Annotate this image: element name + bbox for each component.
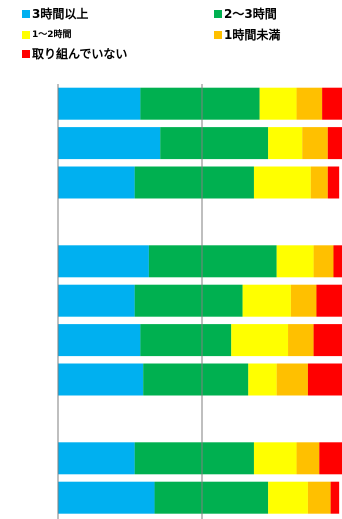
bar-segment-row6-series1 bbox=[58, 284, 135, 317]
bar-segment-row6-series4 bbox=[290, 284, 317, 317]
legend-swatch bbox=[214, 31, 222, 39]
bar-segment-row8-series1 bbox=[58, 363, 144, 396]
bar-segment-row3-series1 bbox=[58, 166, 135, 199]
bar-segment-row2-series5 bbox=[327, 127, 342, 160]
bar-segment-row10-series1 bbox=[58, 442, 135, 475]
bar-segment-row3-series3 bbox=[253, 166, 311, 199]
bar-segment-row11-series1 bbox=[58, 481, 155, 514]
bar-segment-row10-series2 bbox=[134, 442, 254, 475]
legend-label: 1時間未満 bbox=[224, 28, 281, 42]
bar-segment-row2-series4 bbox=[302, 127, 328, 160]
legend-swatch bbox=[22, 31, 30, 39]
bar-segment-row1-series2 bbox=[140, 87, 260, 120]
bar-segment-row7-series1 bbox=[58, 324, 141, 357]
bar-segment-row11-series3 bbox=[268, 481, 308, 514]
bar-segment-row5-series5 bbox=[333, 245, 342, 278]
bar-segment-row7-series2 bbox=[140, 324, 232, 357]
legend-item-not-engaged: 取り組んでいない bbox=[22, 46, 127, 62]
bar-segment-row7-series4 bbox=[288, 324, 314, 357]
bar-segment-row1-series4 bbox=[296, 87, 323, 120]
bar-segment-row1-series3 bbox=[259, 87, 297, 120]
legend-item-2-3h: 2～3時間 bbox=[214, 6, 277, 22]
bar-segment-row11-series5 bbox=[330, 481, 340, 514]
bar-segment-row1-series5 bbox=[322, 87, 342, 120]
legend-item-3h-plus: 3時間以上 bbox=[22, 6, 88, 22]
bar-segment-row5-series4 bbox=[313, 245, 334, 278]
bar-segment-row2-series1 bbox=[58, 127, 161, 160]
legend-label: 1～2時間 bbox=[32, 30, 72, 40]
bar-segment-row5-series3 bbox=[276, 245, 314, 278]
legend-swatch bbox=[22, 10, 30, 18]
axis-layer bbox=[57, 84, 203, 519]
bar-segment-row10-series5 bbox=[319, 442, 342, 475]
bar-segment-row6-series3 bbox=[242, 284, 291, 317]
bar-segment-row8-series5 bbox=[307, 363, 342, 396]
bar-segment-row7-series5 bbox=[313, 324, 342, 357]
bar-segment-row3-series5 bbox=[327, 166, 340, 199]
bar-segment-row7-series3 bbox=[231, 324, 289, 357]
bar-segment-row8-series2 bbox=[143, 363, 249, 396]
legend-swatch bbox=[22, 50, 30, 58]
legend-label: 取り組んでいない bbox=[32, 47, 128, 61]
bar-segment-row8-series3 bbox=[248, 363, 277, 396]
bar-segment-row10-series3 bbox=[253, 442, 297, 475]
bar-segment-row2-series2 bbox=[160, 127, 269, 160]
legend-label: 3時間以上 bbox=[32, 7, 89, 21]
bar-segment-row5-series2 bbox=[148, 245, 277, 278]
legend-label: 2～3時間 bbox=[224, 7, 277, 21]
bar-segment-row2-series3 bbox=[268, 127, 303, 160]
legend-item-1-2h: 1～2時間 bbox=[22, 27, 72, 43]
bar-segment-row5-series1 bbox=[58, 245, 149, 278]
legend-swatch bbox=[214, 10, 222, 18]
bar-layer bbox=[58, 87, 342, 514]
bar-segment-row3-series2 bbox=[134, 166, 254, 199]
bar-segment-row1-series1 bbox=[58, 87, 141, 120]
bar-segment-row10-series4 bbox=[296, 442, 320, 475]
legend-item-under-1h: 1時間未満 bbox=[214, 27, 280, 43]
bar-segment-row11-series4 bbox=[307, 481, 331, 514]
bar-segment-row6-series2 bbox=[134, 284, 243, 317]
chart-legend: 3時間以上 2～3時間 1～2時間 1時間未満 取り組んでいない bbox=[0, 0, 342, 70]
bar-segment-row8-series4 bbox=[276, 363, 308, 396]
bar-segment-row6-series5 bbox=[316, 284, 342, 317]
bar-segment-row3-series4 bbox=[310, 166, 328, 199]
bar-segment-row11-series2 bbox=[154, 481, 269, 514]
